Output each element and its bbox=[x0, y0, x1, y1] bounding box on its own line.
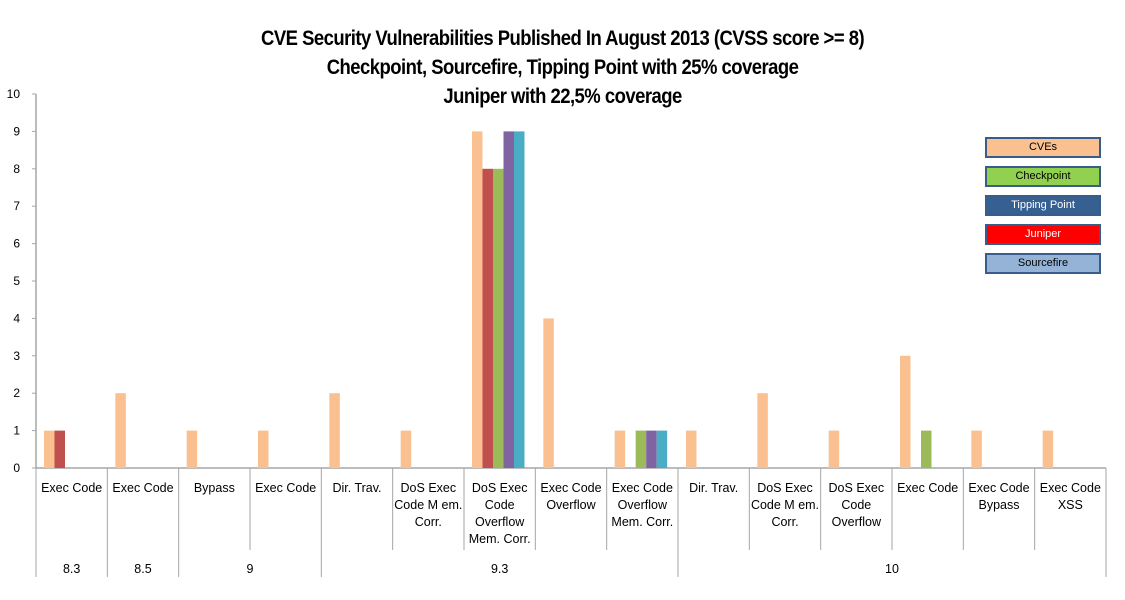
legend-item-checkpoint: Checkpoint bbox=[985, 166, 1101, 187]
group-label: 9 bbox=[247, 562, 254, 576]
category-label: Mem. Corr. bbox=[611, 515, 673, 529]
bar-juniper bbox=[482, 168, 493, 469]
legend-item-juniper: Juniper bbox=[985, 224, 1101, 245]
bar-juniper bbox=[54, 430, 65, 468]
bar-cves bbox=[472, 131, 483, 468]
category-label: DoS Exec bbox=[401, 481, 457, 495]
category-label: Exec Code bbox=[897, 481, 958, 495]
group-label: 8.3 bbox=[63, 562, 80, 576]
y-tick-label: 6 bbox=[13, 237, 20, 251]
y-tick-label: 2 bbox=[13, 386, 20, 400]
category-label: Overflow bbox=[832, 515, 882, 529]
legend-item-cves: CVEs bbox=[985, 137, 1101, 158]
category-label: Exec Code bbox=[612, 481, 673, 495]
chart-title-line-1: CVE Security Vulnerabilities Published I… bbox=[261, 27, 865, 50]
bar-cves bbox=[971, 430, 982, 468]
bar-cves bbox=[757, 393, 768, 468]
bar-checkpoint bbox=[635, 430, 647, 468]
bar-cves bbox=[186, 430, 198, 468]
y-tick-label: 7 bbox=[13, 199, 20, 213]
category-label: Mem. Corr. bbox=[469, 532, 531, 546]
category-label: DoS Exec bbox=[472, 481, 528, 495]
category-label: Code M em. bbox=[751, 498, 819, 512]
category-label: Code bbox=[485, 498, 515, 512]
bar-cves bbox=[614, 430, 626, 468]
y-tick-label: 1 bbox=[13, 424, 20, 438]
bar-sourcefire bbox=[656, 430, 668, 468]
group-label: 8.5 bbox=[134, 562, 151, 576]
y-tick-label: 8 bbox=[13, 162, 20, 176]
y-tick-label: 10 bbox=[7, 87, 21, 101]
chart-title-line-2: Checkpoint, Sourcefire, Tipping Point wi… bbox=[326, 56, 799, 79]
category-label: Dir. Trav. bbox=[689, 481, 738, 495]
category-labels: Exec Code Exec Code Bypass Exec Code Dir. Tr… bbox=[41, 481, 1101, 576]
category-label: Overflow bbox=[546, 498, 596, 512]
bar-sourcefire bbox=[514, 131, 525, 468]
y-tick-label: 0 bbox=[13, 461, 20, 475]
legend: CVEs Checkpoint Tipping Point Juniper Source… bbox=[985, 137, 1101, 282]
bar-cves bbox=[329, 393, 340, 468]
y-tick-label: 9 bbox=[13, 124, 20, 138]
bar-cves bbox=[258, 430, 269, 468]
category-label: Exec Code bbox=[112, 481, 173, 495]
category-label: Bypass bbox=[979, 498, 1020, 512]
y-tick-label: 5 bbox=[13, 274, 20, 288]
legend-item-sourcefire: Sourcefire bbox=[985, 253, 1101, 274]
category-label: Overflow bbox=[618, 498, 668, 512]
y-tick-label: 3 bbox=[13, 349, 20, 363]
chart-title-line-3: Juniper with 22,5% coverage bbox=[443, 85, 682, 108]
y-tick-label: 4 bbox=[13, 311, 20, 325]
category-label: Exec Code bbox=[968, 481, 1029, 495]
bar-tipping-point bbox=[646, 430, 657, 468]
category-label: Overflow bbox=[475, 515, 525, 529]
group-label: 10 bbox=[885, 562, 899, 576]
category-label: Exec Code bbox=[255, 481, 316, 495]
category-label: DoS Exec bbox=[757, 481, 813, 495]
category-label: Corr. bbox=[771, 515, 798, 529]
bars bbox=[44, 131, 1054, 469]
bar-checkpoint bbox=[493, 168, 504, 469]
bar-cves bbox=[828, 430, 840, 468]
bar-tipping-point bbox=[503, 131, 514, 468]
bar-cves bbox=[543, 318, 554, 468]
chart-title: CVE Security Vulnerabilities Published I… bbox=[68, 24, 1058, 111]
category-label: DoS Exec bbox=[829, 481, 885, 495]
category-label: Exec Code bbox=[41, 481, 102, 495]
category-label: Code M em. bbox=[394, 498, 462, 512]
bar-checkpoint bbox=[921, 430, 932, 468]
bar-cves bbox=[1042, 430, 1054, 468]
bar-cves bbox=[400, 430, 412, 468]
category-label: Exec Code bbox=[1040, 481, 1101, 495]
bar-cves bbox=[686, 430, 697, 468]
group-label: 9.3 bbox=[491, 562, 508, 576]
category-label: Code bbox=[841, 498, 871, 512]
category-label: Dir. Trav. bbox=[332, 481, 381, 495]
category-label: XSS bbox=[1058, 498, 1083, 512]
bar-cves bbox=[115, 393, 126, 468]
bar-cves bbox=[44, 430, 55, 468]
legend-item-tipping-point: Tipping Point bbox=[985, 195, 1101, 216]
category-label: Corr. bbox=[415, 515, 442, 529]
bar-cves bbox=[900, 355, 911, 468]
category-label: Exec Code bbox=[540, 481, 601, 495]
category-label: Bypass bbox=[194, 481, 235, 495]
